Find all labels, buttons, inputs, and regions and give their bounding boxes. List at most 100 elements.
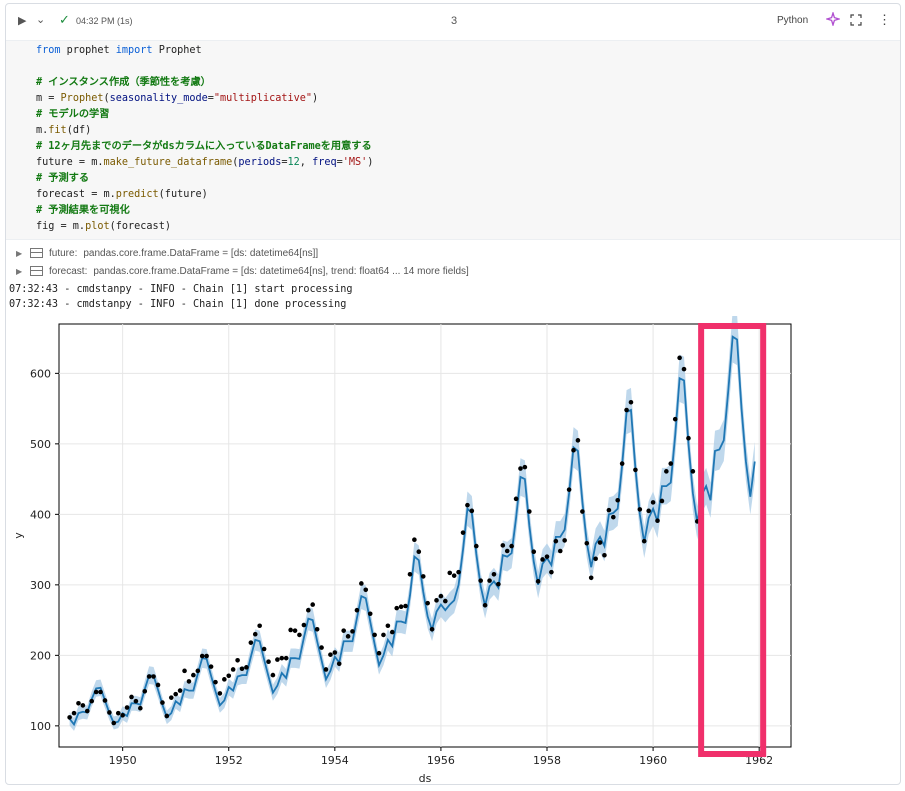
actual-point: [469, 508, 475, 514]
actual-point: [336, 661, 342, 667]
actual-point: [491, 571, 497, 577]
code-line[interactable]: # 予測する: [36, 173, 90, 184]
actual-point: [420, 574, 426, 579]
code-line[interactable]: from prophet import Prophet: [36, 45, 202, 56]
actual-point: [504, 548, 510, 554]
more-options-icon[interactable]: ⋮: [878, 12, 891, 27]
x-tick-label: 1952: [215, 754, 243, 767]
x-tick-label: 1956: [427, 754, 455, 767]
code-editor[interactable]: from prophet import Prophet # インスタンス作成（季…: [6, 40, 900, 240]
actual-point: [496, 581, 501, 587]
code-line[interactable]: m.fit(df): [36, 125, 92, 136]
actual-point: [345, 634, 351, 639]
actual-point: [425, 600, 430, 606]
actual-point: [460, 530, 466, 535]
code-line[interactable]: fig = m.plot(forecast): [36, 221, 171, 232]
actual-point: [270, 672, 276, 678]
y-tick-label: 100: [30, 720, 51, 733]
actual-point: [593, 556, 598, 562]
expand-triangle-icon[interactable]: ▶: [16, 248, 23, 258]
actual-point: [557, 548, 563, 554]
code-text[interactable]: from prophet import Prophet # インスタンス作成（季…: [36, 43, 373, 235]
language-selector[interactable]: Python: [777, 15, 809, 26]
actual-point: [619, 461, 625, 466]
table-icon: [30, 266, 43, 276]
actual-point: [124, 705, 130, 710]
variable-explorer: ▶ future: pandas.core.frame.DataFrame = …: [16, 244, 469, 280]
actual-point: [341, 628, 346, 633]
actual-point: [465, 502, 470, 508]
actual-point: [252, 631, 258, 637]
actual-point: [553, 538, 559, 544]
actual-point: [292, 628, 298, 633]
actual-point: [186, 679, 192, 684]
actual-point: [138, 705, 143, 711]
code-line[interactable]: # 予測結果を可視化: [36, 205, 130, 216]
actual-point: [412, 537, 417, 543]
actual-point: [67, 715, 72, 720]
code-line[interactable]: m = Prophet(seasonality_mode="multiplica…: [36, 93, 319, 104]
x-tick-label: 1962: [745, 754, 773, 767]
actual-point: [389, 629, 395, 635]
uncertainty-band: [69, 316, 755, 731]
actual-point: [544, 554, 550, 559]
cell-toolbar: ▶ ⌄ ✓ 04:32 PM (1s) 3 Python ⋮: [6, 4, 900, 40]
variable-detail: pandas.core.frame.DataFrame = [ds: datet…: [93, 265, 469, 277]
play-icon[interactable]: ▶: [18, 15, 27, 27]
actual-point: [562, 538, 567, 543]
actual-point: [438, 593, 444, 599]
plot-area: [58, 323, 792, 748]
actual-point: [279, 655, 285, 661]
actual-point: [80, 703, 86, 708]
actual-point: [319, 645, 324, 650]
actual-point: [655, 518, 660, 523]
actual-point: [84, 708, 90, 714]
actual-point: [115, 710, 121, 716]
x-axis-label: ds: [419, 772, 432, 784]
code-line[interactable]: [36, 59, 373, 75]
actual-point: [76, 700, 81, 706]
actual-point: [664, 469, 669, 474]
actual-point: [637, 507, 643, 512]
code-line[interactable]: # モデルの学習: [36, 109, 110, 120]
forecast-line: [68, 335, 756, 727]
actual-point: [204, 653, 209, 659]
cell-number: 3: [451, 15, 458, 27]
y-tick-label: 600: [30, 367, 51, 380]
actual-point: [668, 461, 674, 466]
actual-point: [575, 438, 581, 443]
x-tick-label: 1958: [533, 754, 561, 767]
code-line[interactable]: # インスタンス作成（季節性を考慮）: [36, 77, 211, 88]
actual-point: [230, 667, 236, 672]
code-line[interactable]: # 12ヶ月先までのデータがdsカラムに入っているDataFrameを用意する: [36, 141, 372, 152]
y-tick-label: 500: [30, 438, 51, 451]
sparkle-icon[interactable]: [824, 10, 842, 31]
actual-point: [518, 466, 523, 471]
actual-point: [646, 508, 651, 514]
chevron-down-icon[interactable]: ⌄: [36, 14, 46, 26]
actual-point: [606, 507, 612, 513]
actual-point: [275, 657, 280, 662]
actual-point: [659, 498, 665, 504]
expand-icon[interactable]: [850, 13, 862, 31]
actual-point: [142, 689, 148, 694]
actual-point: [540, 557, 545, 562]
actual-point: [403, 603, 408, 609]
actual-point: [509, 543, 514, 549]
x-tick-label: 1950: [109, 754, 137, 767]
actual-point: [71, 710, 77, 716]
variable-row-future[interactable]: ▶ future: pandas.core.frame.DataFrame = …: [16, 244, 469, 262]
expand-triangle-icon[interactable]: ▶: [16, 266, 23, 276]
x-tick-label: 1960: [639, 754, 667, 767]
actual-point: [310, 602, 316, 607]
actual-point: [248, 640, 254, 645]
actual-point: [208, 664, 214, 669]
y-tick-label: 200: [30, 649, 51, 662]
actual-point: [681, 366, 687, 372]
code-line[interactable]: forecast = m.predict(future): [36, 189, 208, 200]
actual-point: [168, 695, 174, 700]
run-status-time: 04:32 PM (1s): [76, 16, 133, 26]
variable-row-forecast[interactable]: ▶ forecast: pandas.core.frame.DataFrame …: [16, 262, 469, 280]
code-line[interactable]: future = m.make_future_dataframe(periods…: [36, 157, 374, 168]
actual-point: [222, 677, 227, 682]
